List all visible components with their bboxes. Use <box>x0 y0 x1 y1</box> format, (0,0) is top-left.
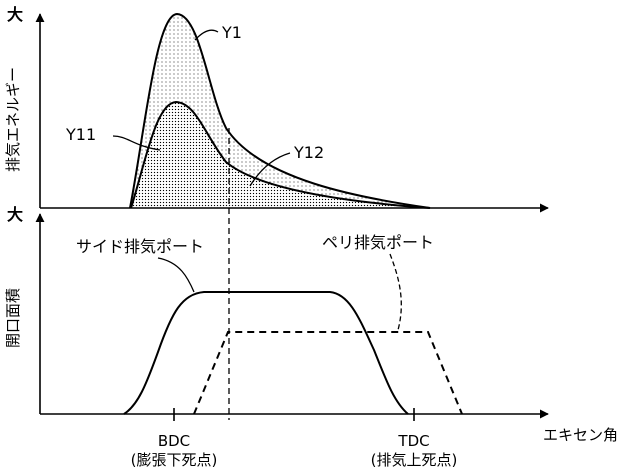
peri-port-curve <box>193 331 463 415</box>
area-y-max-label: 大 <box>7 205 23 224</box>
y11-curve <box>130 100 431 209</box>
peri-port-leader <box>389 253 402 331</box>
peri-port-label: ペリ排気ポート <box>322 233 434 252</box>
side-port-label: サイド排気ポート <box>76 237 204 256</box>
y12-leader <box>249 152 291 187</box>
opening-area-plot: 大 開口面積 サイド排気ポート ペリ排気ポート <box>4 205 549 419</box>
energy-plot: 大 排気エネルギー Y1 Y11 Y12 <box>4 5 549 213</box>
bdc-sub-label: (膨張下死点) <box>131 451 218 469</box>
tdc-label: TDC <box>397 432 429 450</box>
y11-area <box>131 102 430 208</box>
y1-label: Y1 <box>221 23 242 42</box>
bdc-label: BDC <box>158 432 190 450</box>
area-y-axis-label: 開口面積 <box>4 288 22 348</box>
y11-leader <box>112 135 161 151</box>
y1-curve <box>129 12 431 209</box>
y1-leader <box>194 29 219 41</box>
tdc-sub-label: (排気上死点) <box>371 451 458 469</box>
y12-label: Y12 <box>293 143 324 162</box>
x-axis-label: エキセン角 <box>543 426 618 444</box>
energy-y-axis-label: 排気エネルギー <box>4 67 22 172</box>
side-port-curve <box>123 291 409 415</box>
x-axis-annotations: BDC (膨張下死点) TDC (排気上死点) エキセン角 <box>131 408 618 469</box>
energy-y-max-label: 大 <box>7 5 23 24</box>
side-port-leader <box>157 257 195 293</box>
y11-label: Y11 <box>65 125 96 144</box>
